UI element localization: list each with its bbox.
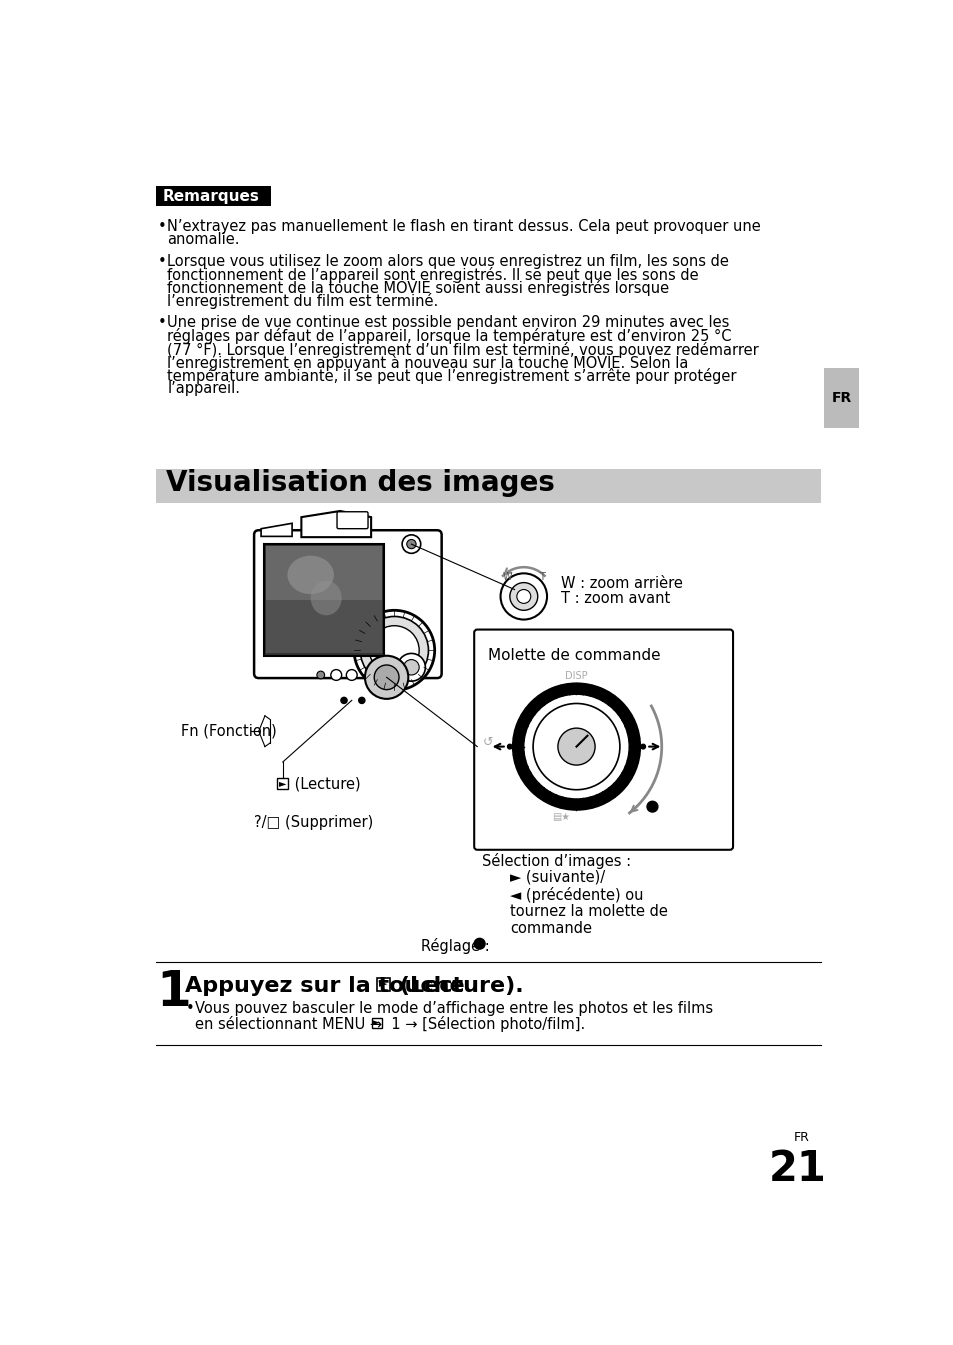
Text: l’enregistrement du film est terminé.: l’enregistrement du film est terminé. <box>167 293 438 309</box>
Circle shape <box>500 573 546 620</box>
Text: Molette de commande: Molette de commande <box>488 648 660 663</box>
Text: Remarques: Remarques <box>162 188 259 203</box>
Text: ►: ► <box>278 779 286 788</box>
Circle shape <box>354 611 435 690</box>
Text: fonctionnement de la touche MOVIE soient aussi enregistrés lorsque: fonctionnement de la touche MOVIE soient… <box>167 280 669 296</box>
Text: l’enregistrement en appuyant à nouveau sur la touche MOVIE. Selon la: l’enregistrement en appuyant à nouveau s… <box>167 355 688 371</box>
FancyBboxPatch shape <box>264 545 384 656</box>
Text: ↺: ↺ <box>482 736 493 748</box>
Circle shape <box>646 802 658 812</box>
Text: ►: ► <box>373 1018 379 1026</box>
Text: •: • <box>158 315 167 331</box>
Text: •: • <box>158 219 167 234</box>
Text: W: W <box>502 572 512 582</box>
Circle shape <box>402 535 420 553</box>
Circle shape <box>346 670 356 681</box>
Text: (Lecture).: (Lecture). <box>392 976 523 997</box>
FancyBboxPatch shape <box>474 629 732 850</box>
Circle shape <box>474 939 484 950</box>
Circle shape <box>533 703 619 790</box>
Text: Sélection d’images :: Sélection d’images : <box>481 853 631 869</box>
Text: DISP: DISP <box>564 671 587 681</box>
FancyBboxPatch shape <box>156 186 271 206</box>
FancyBboxPatch shape <box>253 530 441 678</box>
Text: ►: ► <box>378 979 387 989</box>
Circle shape <box>397 654 425 681</box>
FancyBboxPatch shape <box>156 469 821 503</box>
Circle shape <box>513 683 639 810</box>
Circle shape <box>358 697 365 703</box>
Circle shape <box>316 671 324 679</box>
Circle shape <box>403 659 418 675</box>
Circle shape <box>509 582 537 611</box>
Text: Appuyez sur la touche: Appuyez sur la touche <box>185 976 464 997</box>
Circle shape <box>369 625 418 675</box>
Text: T : zoom avant: T : zoom avant <box>560 592 670 607</box>
Circle shape <box>507 744 512 749</box>
Text: ◄ (précédente) ou: ◄ (précédente) ou <box>509 886 642 902</box>
Text: ► (suivante)/: ► (suivante)/ <box>509 870 604 885</box>
Circle shape <box>340 697 347 703</box>
Text: réglages par défaut de l’appareil, lorsque la température est d’environ 25 °C: réglages par défaut de l’appareil, lorsq… <box>167 328 731 344</box>
FancyBboxPatch shape <box>372 1018 381 1028</box>
Text: FR: FR <box>831 391 851 405</box>
Circle shape <box>523 694 629 799</box>
Text: Fn (Fonction): Fn (Fonction) <box>181 724 276 738</box>
FancyBboxPatch shape <box>266 546 381 600</box>
Text: température ambiante, il se peut que l’enregistrement s’arrête pour protéger: température ambiante, il se peut que l’e… <box>167 367 736 383</box>
Polygon shape <box>261 523 292 537</box>
Text: Une prise de vue continue est possible pendant environ 29 minutes avec les: Une prise de vue continue est possible p… <box>167 315 729 331</box>
Text: Lorsque vous utilisez le zoom alors que vous enregistrez un film, les sons de: Lorsque vous utilisez le zoom alors que … <box>167 254 728 269</box>
Circle shape <box>331 670 341 681</box>
Circle shape <box>406 539 416 549</box>
Text: Vous pouvez basculer le mode d’affichage entre les photos et les films: Vous pouvez basculer le mode d’affichage… <box>195 1001 713 1015</box>
FancyBboxPatch shape <box>823 367 858 428</box>
Text: Visualisation des images: Visualisation des images <box>166 469 554 498</box>
Text: (Lecture): (Lecture) <box>290 776 360 791</box>
Text: W : zoom arrière: W : zoom arrière <box>560 576 682 590</box>
Ellipse shape <box>311 581 341 615</box>
Text: T: T <box>538 572 544 582</box>
Text: commande: commande <box>509 920 591 936</box>
Text: 21: 21 <box>767 1147 825 1189</box>
Text: anomalie.: anomalie. <box>167 233 239 247</box>
FancyBboxPatch shape <box>336 511 368 529</box>
Text: fonctionnement de l’appareil sont enregistrés. Il se peut que les sons de: fonctionnement de l’appareil sont enregi… <box>167 266 699 282</box>
Text: ?/□ (Supprimer): ?/□ (Supprimer) <box>253 815 373 830</box>
FancyBboxPatch shape <box>277 779 288 790</box>
Text: l’appareil.: l’appareil. <box>167 381 240 395</box>
Polygon shape <box>301 511 371 537</box>
Text: (77 °F). Lorsque l’enregistrement d’un film est terminé, vous pouvez redémarrer: (77 °F). Lorsque l’enregistrement d’un f… <box>167 342 759 358</box>
FancyBboxPatch shape <box>266 546 381 654</box>
Ellipse shape <box>287 555 334 594</box>
Text: ▤★: ▤★ <box>552 812 569 822</box>
Text: N’extrayez pas manuellement le flash en tirant dessus. Cela peut provoquer une: N’extrayez pas manuellement le flash en … <box>167 219 760 234</box>
FancyBboxPatch shape <box>377 978 390 991</box>
Text: 1: 1 <box>156 968 192 1017</box>
Text: FR: FR <box>793 1131 808 1145</box>
Text: tournez la molette de: tournez la molette de <box>509 904 667 919</box>
Circle shape <box>374 664 398 690</box>
Circle shape <box>640 744 645 749</box>
Text: en sélectionnant MENU →  1 → [Sélection photo/film].: en sélectionnant MENU → 1 → [Sélection p… <box>195 1015 585 1032</box>
Circle shape <box>558 728 595 765</box>
Circle shape <box>517 589 530 604</box>
Text: Réglage :: Réglage : <box>421 937 490 954</box>
Text: •: • <box>158 254 167 269</box>
Circle shape <box>365 656 408 699</box>
Circle shape <box>360 616 428 685</box>
Text: •: • <box>186 1001 194 1015</box>
